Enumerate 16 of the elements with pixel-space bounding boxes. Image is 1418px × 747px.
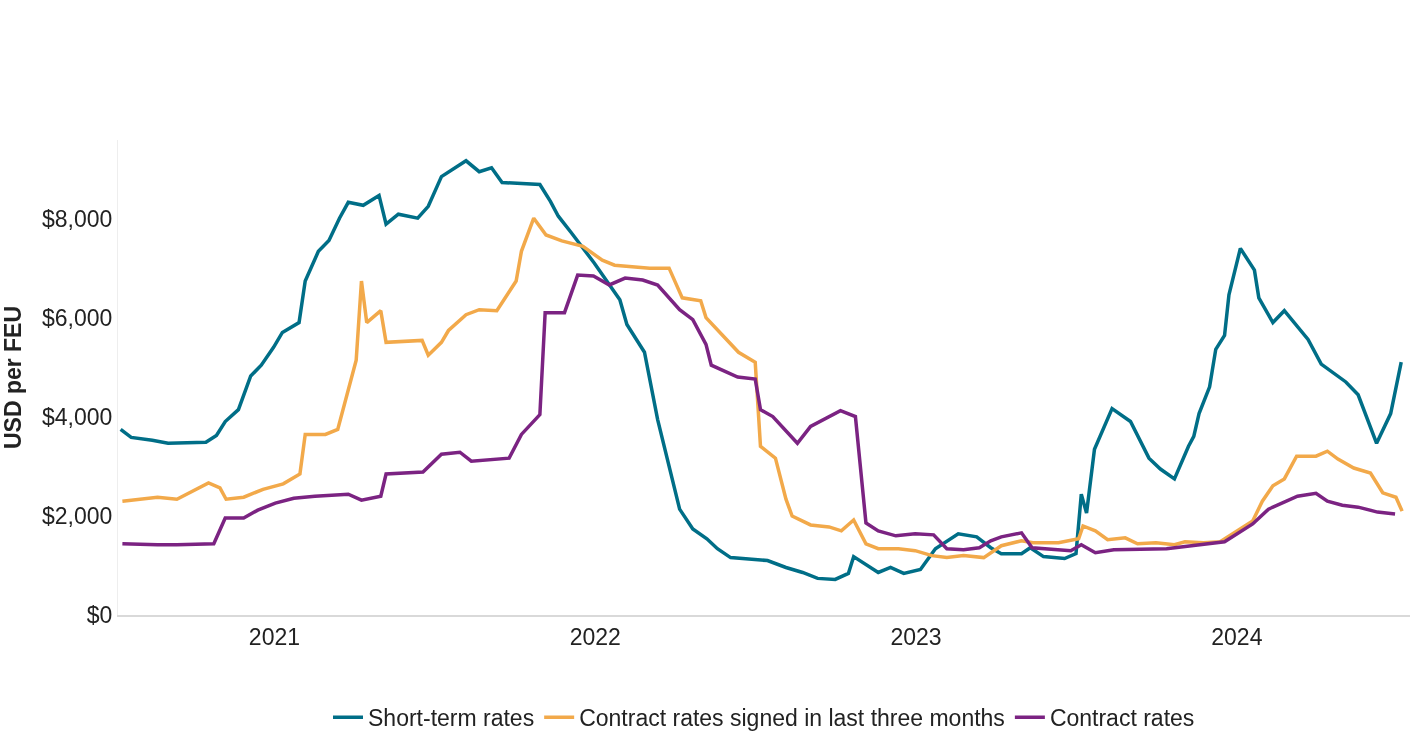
y-tick-label: $6,000 — [42, 305, 113, 332]
legend-label: Short-term rates — [368, 705, 535, 732]
x-tick-label: 2022 — [569, 623, 621, 650]
line-series — [120, 273, 1397, 555]
y-tick-label: $4,000 — [42, 404, 113, 431]
y-tick-label: $0 — [86, 602, 113, 629]
legend-label: Contract rates signed in last three months — [579, 705, 1005, 732]
x-tick-label: 2023 — [890, 623, 942, 650]
x-tick-label: 2021 — [248, 623, 301, 650]
y-axis-title: USD per FEU — [0, 305, 26, 450]
line-series — [120, 216, 1404, 560]
legend-label: Contract rates — [1049, 705, 1195, 732]
y-tick-label: $8,000 — [42, 206, 113, 233]
x-tick-label: 2024 — [1211, 623, 1263, 650]
y-tick-label: $2,000 — [42, 503, 113, 530]
line-series — [118, 159, 1403, 582]
